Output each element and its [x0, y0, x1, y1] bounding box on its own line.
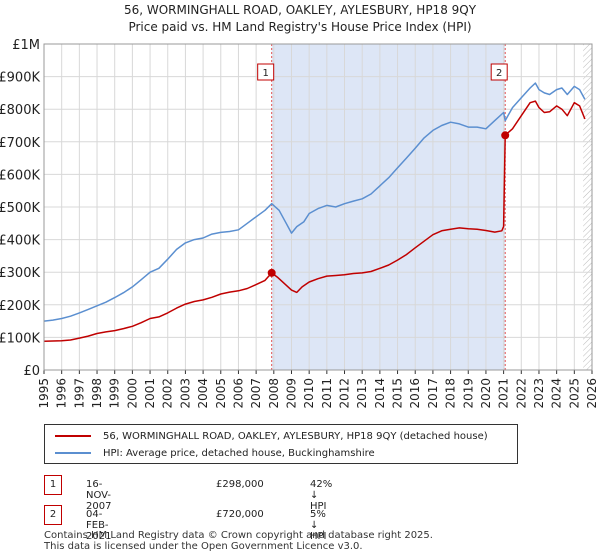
- x-tick-label: 1997: [72, 378, 86, 409]
- y-tick-label: £100K: [0, 331, 40, 346]
- x-tick-label: 2023: [532, 378, 546, 409]
- legend-item-hpi: HPI: Average price, detached house, Buck…: [55, 445, 375, 461]
- x-tick-label: 2019: [461, 378, 475, 409]
- x-tick-label: 2001: [143, 378, 157, 409]
- series-line-property: [43, 100, 586, 343]
- x-tick-label: 2015: [391, 378, 405, 409]
- series-line-hpi: [43, 82, 586, 322]
- x-tick-label: 2011: [320, 378, 334, 409]
- transaction-number-badge: 2: [44, 505, 62, 525]
- footer-attribution: Contains HM Land Registry data © Crown c…: [44, 530, 433, 552]
- footer-line2: This data is licensed under the Open Gov…: [44, 541, 363, 552]
- y-tick-label: £0: [23, 364, 40, 379]
- x-tick-label: 2020: [479, 378, 493, 409]
- y-tick-label: £800K: [0, 103, 40, 118]
- x-tick-label: 2008: [267, 378, 281, 409]
- y-tick-label: £200K: [0, 299, 40, 314]
- x-tick-label: 1996: [55, 378, 69, 409]
- x-tick-label: 2026: [585, 378, 599, 409]
- legend: 56, WORMINGHALL ROAD, OAKLEY, AYLESBURY,…: [44, 424, 518, 464]
- x-tick-label: 2002: [161, 378, 175, 409]
- x-tick-label: 1998: [90, 378, 104, 409]
- y-tick-label: £900K: [0, 71, 40, 86]
- x-tick-label: 2009: [284, 378, 298, 409]
- transaction-date: 16-NOV-2007: [86, 479, 112, 512]
- x-tick-label: 2007: [249, 378, 263, 409]
- sale-point-marker: [501, 131, 510, 140]
- x-tick-label: 2017: [426, 378, 440, 409]
- sale-number-label: 2: [496, 68, 502, 79]
- y-tick-label: £700K: [0, 136, 40, 151]
- footer-line1: Contains HM Land Registry data © Crown c…: [44, 530, 433, 541]
- x-tick-label: 1999: [108, 378, 122, 409]
- x-tick-label: 1995: [37, 378, 51, 409]
- transaction-hpi-diff: 42% ↓ HPI: [310, 479, 333, 512]
- legend-swatch-hpi: [55, 452, 91, 454]
- x-tick-label: 2003: [178, 378, 192, 409]
- x-tick-label: 2010: [302, 378, 316, 409]
- x-tick-label: 2000: [125, 378, 139, 409]
- y-tick-label: £1M: [12, 38, 40, 53]
- chart-title: 56, WORMINGHALL ROAD, OAKLEY, AYLESBURY,…: [0, 2, 600, 36]
- x-tick-label: 2013: [355, 378, 369, 409]
- transaction-price: £720,000: [216, 509, 264, 520]
- x-tick-label: 2025: [567, 378, 581, 409]
- y-tick-label: £400K: [0, 234, 40, 249]
- x-tick-label: 2018: [444, 378, 458, 409]
- legend-label-property: 56, WORMINGHALL ROAD, OAKLEY, AYLESBURY,…: [103, 430, 488, 442]
- x-tick-label: 2024: [550, 378, 564, 409]
- sale-number-label: 1: [262, 68, 268, 79]
- price-chart: 1 2 £0 £100K £200K £300K £400K £500K £600K £700K…: [0, 38, 599, 409]
- transaction-date: 04-FEB-2021: [86, 509, 112, 542]
- x-tick-label: 2014: [373, 378, 387, 409]
- chart-title-line1: 56, WORMINGHALL ROAD, OAKLEY, AYLESBURY,…: [123, 3, 477, 17]
- sale-point-marker: [267, 268, 276, 277]
- x-tick-label: 2021: [497, 378, 511, 409]
- transaction-price: £298,000: [216, 479, 264, 490]
- transaction-number-badge: 1: [44, 475, 62, 495]
- y-tick-label: £600K: [0, 168, 40, 183]
- x-tick-label: 2005: [214, 378, 228, 409]
- x-tick-label: 2004: [196, 378, 210, 409]
- legend-label-hpi: HPI: Average price, detached house, Buck…: [103, 447, 375, 459]
- x-tick-label: 2022: [514, 378, 528, 409]
- x-tick-label: 2016: [408, 378, 422, 409]
- y-tick-label: £300K: [0, 266, 40, 281]
- sale-number-box: [257, 63, 275, 81]
- transaction-hpi-diff: 5% ↓ HPI: [310, 509, 327, 542]
- chart-title-line2: Price paid vs. HM Land Registry's House …: [128, 20, 472, 34]
- x-tick-label: 2006: [231, 378, 245, 409]
- legend-swatch-property: [55, 435, 91, 437]
- plot-border: [43, 43, 593, 371]
- sale-number-box: [490, 63, 508, 81]
- x-tick-label: 2012: [338, 378, 352, 409]
- legend-item-property: 56, WORMINGHALL ROAD, OAKLEY, AYLESBURY,…: [55, 428, 488, 444]
- y-tick-label: £500K: [0, 201, 40, 216]
